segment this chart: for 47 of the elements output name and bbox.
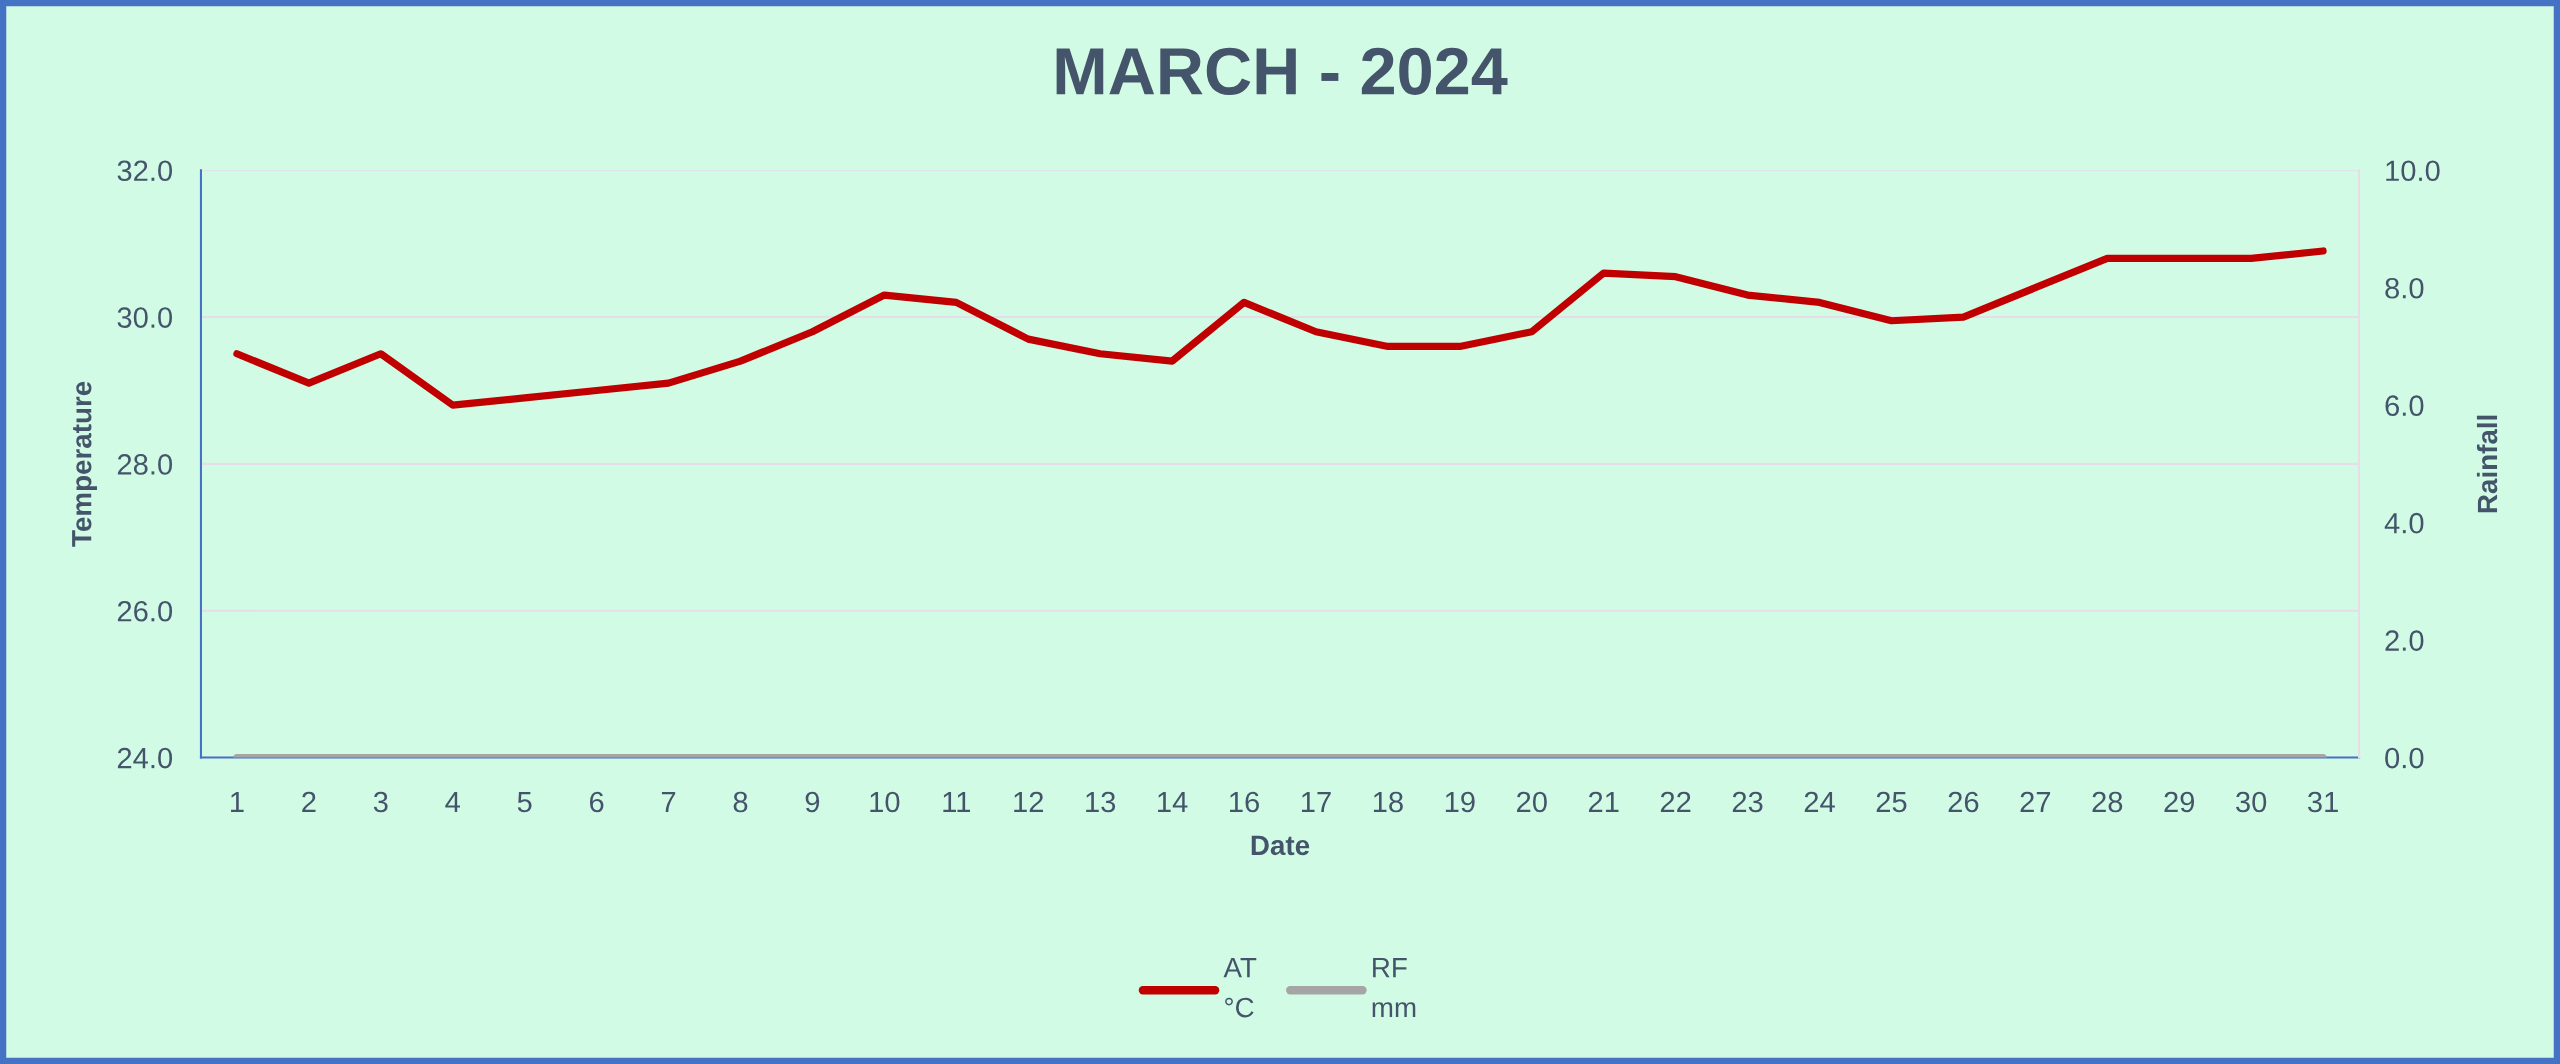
y2-tick-label: 2.0 [2385,630,2424,651]
x-tick-label: 13 [1086,791,1116,813]
y2-tick-label: 8.0 [2385,277,2424,299]
y-tick-label: 24.0 [117,747,173,769]
x-tick-label: 20 [1517,791,1547,813]
x-tick-label: 9 [805,791,820,813]
x-tick-label: 16 [1230,791,1259,813]
x-tick-label: 7 [661,791,676,813]
x-tick-label: 11 [943,791,971,813]
y2-tick-label: 10.0 [2386,160,2440,182]
x-tick-label: 17 [1301,791,1331,813]
x-tick-label: 8 [733,791,748,813]
x-tick-label: 14 [1158,791,1188,813]
y-tick-label: 30.0 [117,307,173,328]
x-tick-label: 1 [231,791,244,813]
x-tick-label: 19 [1445,791,1475,813]
x-axis-title: Date [1251,835,1310,856]
y-tick-label: 26.0 [117,600,173,622]
x-tick-label: 18 [1373,791,1403,813]
chart-title: MARCH - 2024 [1056,47,1508,95]
x-tick-label: 28 [2092,791,2123,813]
x-tick-label: 31 [2307,791,2338,813]
y-axis-title: Temperature [72,381,97,547]
x-tick-label: 23 [1732,791,1763,813]
y2-axis-title: Rainfall [2476,415,2498,513]
x-tick-label: 24 [1804,791,1835,813]
legend-label: RF mm [1372,958,1416,1018]
x-tick-label: 4 [445,791,460,813]
x-tick-label: 6 [589,791,604,813]
x-tick-label: 21 [1588,791,1619,813]
x-tick-label: 27 [2020,791,2051,813]
x-tick-label: 5 [517,791,532,813]
y2-tick-label: 0.0 [2385,747,2424,769]
y-tick-label: 28.0 [117,454,173,475]
x-tick-label: 22 [1660,791,1691,813]
x-tick-label: 30 [2236,791,2267,813]
x-tick-label: 25 [1876,791,1907,813]
x-tick-label: 10 [870,791,900,813]
x-tick-label: 3 [373,791,388,813]
x-tick-label: 29 [2164,791,2195,813]
y-tick-label: 32.0 [117,160,173,182]
legend-label: AT °C [1223,958,1257,1018]
x-tick-label: 12 [1014,791,1043,813]
x-tick-label: 26 [1948,791,1979,813]
y2-tick-label: 4.0 [2384,512,2424,534]
x-tick-label: 2 [302,791,316,813]
y2-tick-label: 6.0 [2385,395,2424,417]
